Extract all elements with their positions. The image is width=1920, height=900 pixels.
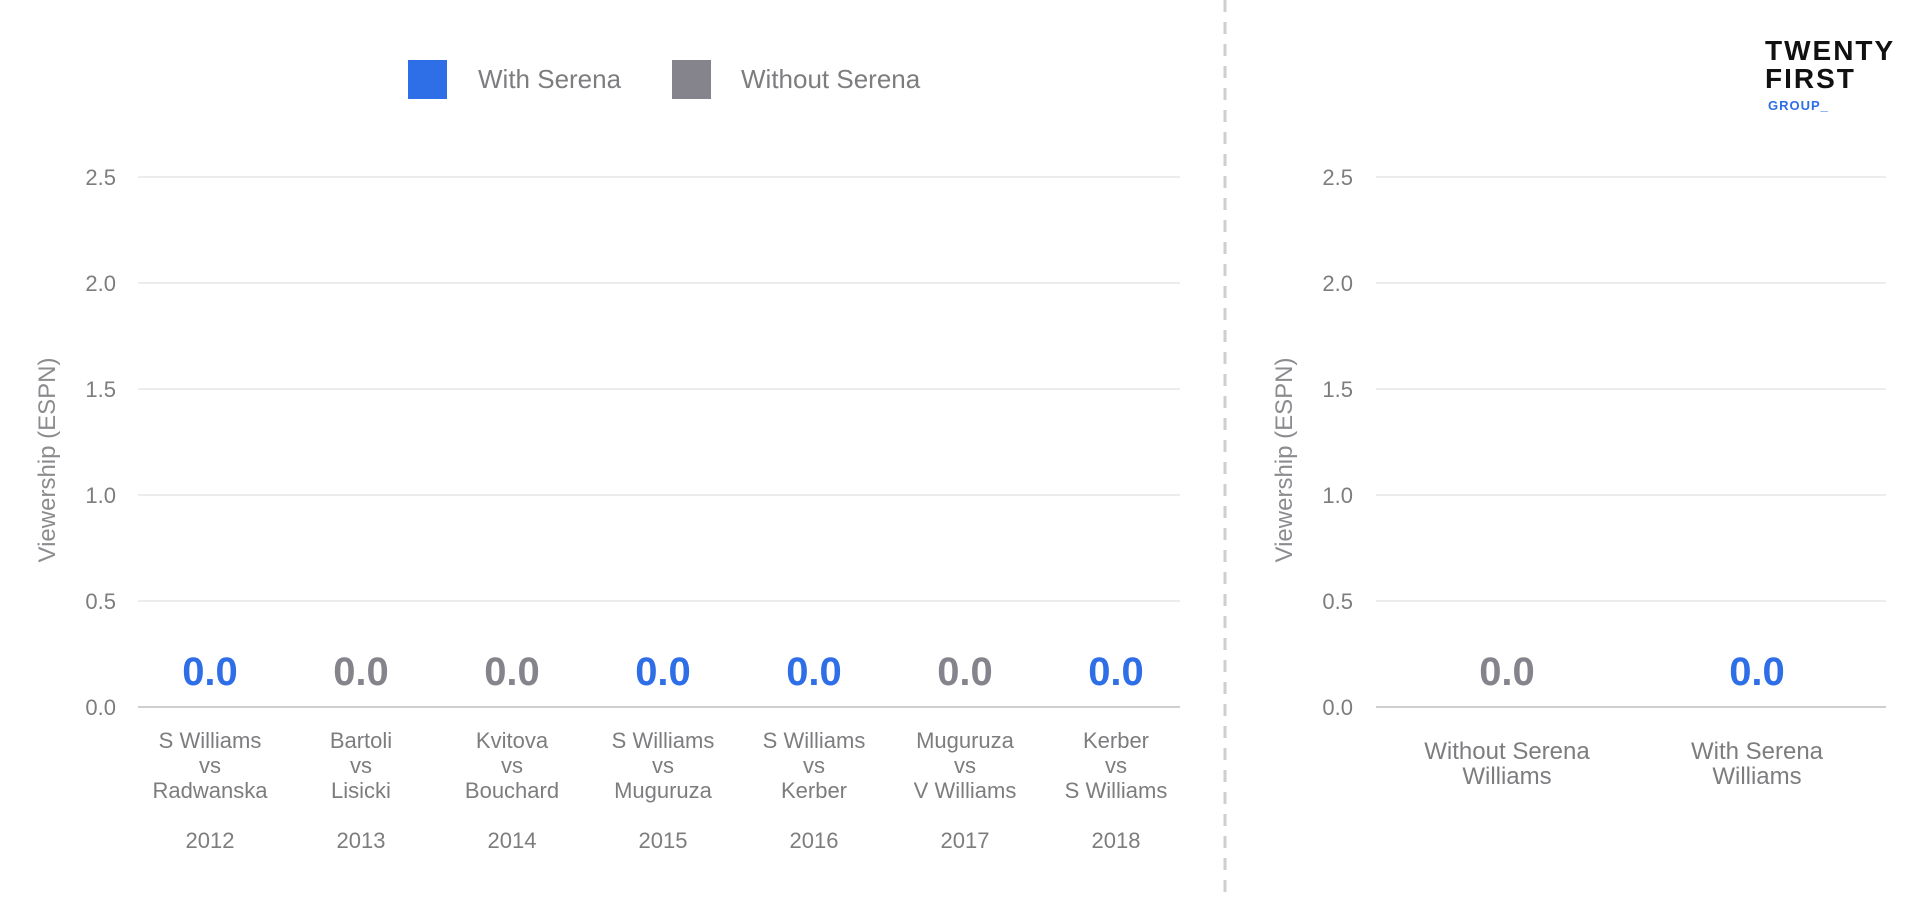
x-tick-label: V Williams — [914, 778, 1017, 803]
x-tick-label: With Serena — [1691, 738, 1824, 765]
x-tick-year-label: 2015 — [639, 828, 688, 853]
data-label: 0.0 — [635, 650, 691, 694]
data-label: 0.0 — [333, 650, 389, 694]
chart-panel-summary: Viewership (ESPN) 0.0 0.5 1.0 1.5 2.0 2.5 0.0 Wi… — [1271, 165, 1886, 790]
y-tick-label: 0.5 — [1322, 589, 1353, 614]
data-label: 0.0 — [937, 650, 993, 694]
x-tick-label: Without Serena — [1424, 738, 1590, 765]
twenty-first-group-logo: TWENTY FIRST GROUP_ — [1765, 35, 1895, 113]
x-tick-label: Kerber — [1083, 728, 1149, 753]
legend-swatch-with-serena — [408, 60, 447, 99]
x-tick-label: Williams — [1712, 763, 1801, 790]
y-axis-label: Viewership (ESPN) — [34, 358, 61, 563]
x-tick-label: Kvitova — [476, 728, 549, 753]
y-tick-label: 2.5 — [85, 165, 116, 190]
data-label: 0.0 — [1088, 650, 1144, 694]
legend-label-without-serena: Without Serena — [741, 64, 921, 94]
x-tick-label: Lisicki — [331, 778, 391, 803]
y-tick-label: 1.0 — [85, 483, 116, 508]
chart-panel-matches: Viewership (ESPN) 0.0 0.5 1.0 1.5 2.0 2.5 0.0 S … — [34, 165, 1180, 853]
x-tick-label: S Williams — [1065, 778, 1168, 803]
y-axis-label: Viewership (ESPN) — [1271, 358, 1298, 563]
y-tick-label: 1.5 — [1322, 377, 1353, 402]
data-label: 0.0 — [484, 650, 540, 694]
data-label: 0.0 — [1479, 650, 1535, 694]
y-tick-label: 2.0 — [1322, 271, 1353, 296]
x-tick-label: Bouchard — [465, 778, 559, 803]
svg-text:FIRST: FIRST — [1765, 63, 1856, 94]
y-tick-label: 2.5 — [1322, 165, 1353, 190]
x-tick-label: vs — [1105, 753, 1127, 778]
x-tick-label: vs — [803, 753, 825, 778]
svg-text:GROUP_: GROUP_ — [1768, 98, 1829, 113]
y-tick-label: 0.5 — [85, 589, 116, 614]
x-tick-year-label: 2014 — [488, 828, 537, 853]
y-tick-label: 1.0 — [1322, 483, 1353, 508]
x-tick-label: Radwanska — [153, 778, 269, 803]
legend-label-with-serena: With Serena — [478, 64, 622, 94]
data-label: 0.0 — [786, 650, 842, 694]
x-tick-year-label: 2013 — [337, 828, 386, 853]
legend-swatch-without-serena — [672, 60, 711, 99]
x-tick-label: Kerber — [781, 778, 847, 803]
x-tick-label: Muguruza — [916, 728, 1015, 753]
x-tick-year-label: 2016 — [790, 828, 839, 853]
x-tick-label: Muguruza — [614, 778, 713, 803]
x-tick-year-label: 2018 — [1092, 828, 1141, 853]
x-tick-year-label: 2012 — [186, 828, 235, 853]
y-tick-label: 0.0 — [85, 695, 116, 720]
x-tick-label: vs — [652, 753, 674, 778]
x-tick-label: vs — [350, 753, 372, 778]
legend: With Serena Without Serena — [408, 60, 921, 99]
y-tick-label: 0.0 — [1322, 695, 1353, 720]
y-tick-label: 1.5 — [85, 377, 116, 402]
x-tick-label: S Williams — [159, 728, 262, 753]
data-label: 0.0 — [1729, 650, 1785, 694]
x-tick-label: S Williams — [612, 728, 715, 753]
x-tick-label: vs — [199, 753, 221, 778]
x-tick-label: Williams — [1462, 763, 1551, 790]
x-tick-label: Bartoli — [330, 728, 392, 753]
data-label: 0.0 — [182, 650, 238, 694]
x-tick-year-label: 2017 — [941, 828, 990, 853]
y-tick-label: 2.0 — [85, 271, 116, 296]
svg-text:TWENTY: TWENTY — [1765, 35, 1895, 66]
x-tick-label: vs — [954, 753, 976, 778]
x-tick-label: S Williams — [763, 728, 866, 753]
x-tick-label: vs — [501, 753, 523, 778]
